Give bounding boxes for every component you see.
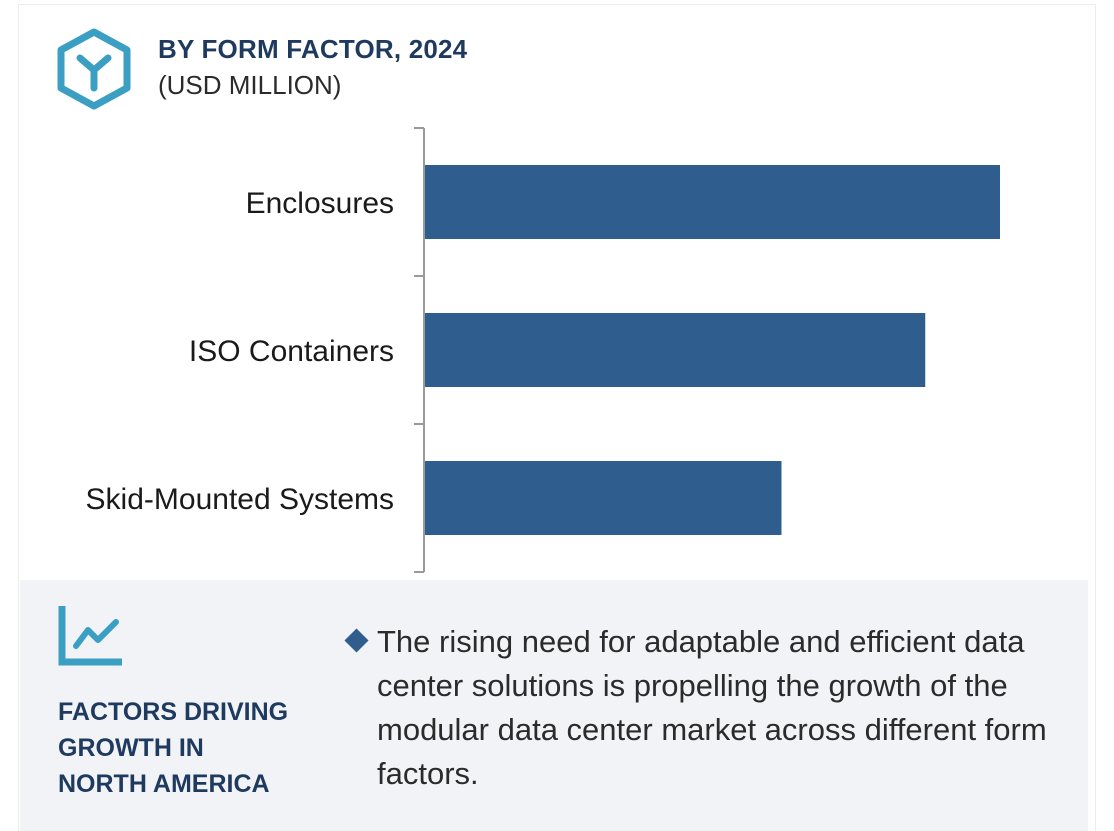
panel-heading-line: GROWTH IN <box>58 734 204 762</box>
category-label: Enclosures <box>246 187 394 220</box>
category-label: ISO Containers <box>189 335 394 368</box>
panel-heading-line: FACTORS DRIVING <box>58 698 289 726</box>
category-label: Skid-Mounted Systems <box>86 483 394 516</box>
chart-subtitle: (USD MILLION) <box>158 70 342 100</box>
hexagon-y-logo-icon <box>57 28 131 110</box>
chart-title: BY FORM FACTOR, 2024 <box>158 34 468 64</box>
bar-chart: Enclosures ISO Containers Skid-Mounted Sys… <box>86 127 1000 573</box>
panel-heading: FACTORS DRIVING GROWTH IN NORTH AMERICA <box>58 694 318 802</box>
diamond-bullet-icon <box>344 628 369 653</box>
factors-panel: FACTORS DRIVING GROWTH IN NORTH AMERICA … <box>20 580 1088 831</box>
bar-enclosures <box>425 165 1000 239</box>
bullet-text: The rising need for adaptable and effici… <box>377 624 1047 791</box>
bar-skid-mounted-systems <box>425 461 782 535</box>
panel-heading-line: NORTH AMERICA <box>58 770 270 798</box>
bar-iso-containers <box>425 313 926 387</box>
trend-line-chart-icon <box>58 606 122 666</box>
